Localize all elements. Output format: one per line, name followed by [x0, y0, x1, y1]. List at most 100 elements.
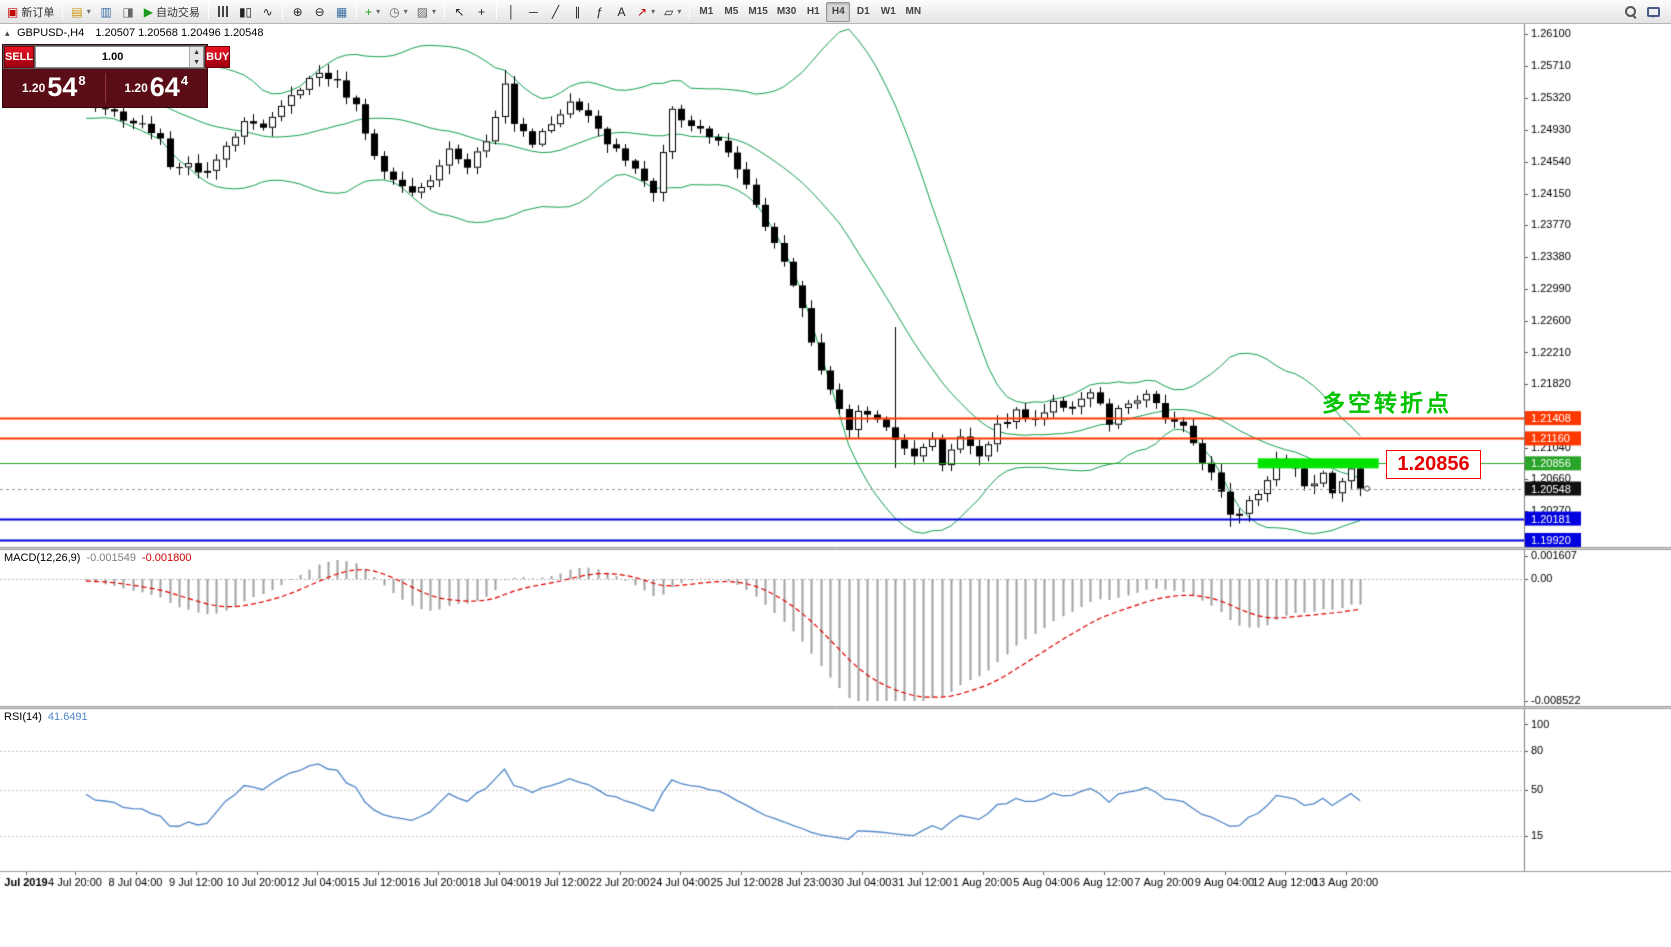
line-chart-icon: ∿: [262, 4, 273, 19]
one-click-toggle-icon[interactable]: ▴: [5, 28, 10, 38]
bar-chart-button[interactable]: [213, 2, 234, 22]
search-icon: [1624, 5, 1637, 18]
sell-price-pipette: 8: [78, 73, 86, 88]
profiles-button[interactable]: ▥: [96, 2, 117, 22]
vertical-line-button[interactable]: │: [501, 2, 522, 22]
add-indicator-button[interactable]: + ▾: [361, 2, 384, 22]
timeframe-m30[interactable]: M30: [773, 2, 800, 22]
timeframe-m5[interactable]: M5: [719, 2, 743, 22]
templates-button[interactable]: ▨ ▾: [413, 2, 440, 22]
templates-icon: ▨: [416, 4, 429, 19]
channel-icon: ∥: [574, 4, 581, 19]
text-tool-icon: A: [617, 4, 626, 19]
fibonacci-icon: ƒ: [596, 4, 603, 19]
sell-button[interactable]: SELL: [4, 46, 35, 68]
toolbar-separator: [444, 3, 446, 20]
timeframe-w1[interactable]: W1: [876, 2, 900, 22]
data-window-button[interactable]: ◨: [118, 2, 139, 22]
rsi-header: RSI(14) 41.6491: [4, 711, 88, 723]
autotrading-label: 自动交易: [155, 6, 200, 19]
arrow-tool-button[interactable]: ↗ ▾: [633, 2, 659, 22]
timeframe-mn[interactable]: MN: [901, 2, 925, 22]
dropdown-arrow-icon: ▾: [432, 7, 437, 16]
volume-up-button[interactable]: ▲: [193, 48, 201, 56]
autotrading-button[interactable]: ▶ 自动交易: [140, 2, 204, 22]
dropdown-arrow-icon: ▾: [403, 7, 408, 16]
line-chart-button[interactable]: ∿: [257, 2, 278, 22]
macd-label: MACD(12,26,9): [4, 552, 81, 564]
dropdown-arrow-icon: ▾: [677, 7, 682, 16]
tile-windows-button[interactable]: ▦: [331, 2, 352, 22]
text-tool-button[interactable]: A: [611, 2, 632, 22]
buy-button[interactable]: BUY: [205, 46, 231, 68]
vertical-line-icon: │: [507, 4, 516, 19]
trade-panel-prices: 1.20 54 8 1.20 64 4: [3, 69, 207, 107]
new-order-icon: ▣: [7, 4, 19, 19]
toolbar-separator: [282, 3, 284, 20]
volume-spinner: ▲ ▼: [189, 47, 204, 67]
clock-icon: ◷: [389, 4, 400, 19]
timeframe-h1[interactable]: H1: [801, 2, 825, 22]
macd-signal-value: -0.001800: [141, 552, 192, 564]
new-chart-button[interactable]: ▤ ▾: [67, 2, 94, 22]
toolbar-separator: [356, 3, 358, 20]
timeframe-d1[interactable]: D1: [851, 2, 875, 22]
sell-price[interactable]: 1.20 54 8: [3, 73, 105, 103]
candle-chart-button[interactable]: ▮▯: [235, 2, 256, 22]
symbol-info: GBPUSD-,H4 1.20507 1.20568 1.20496 1.205…: [17, 27, 264, 39]
macd-value: -0.001549: [86, 552, 136, 564]
profiles-icon: ▥: [100, 4, 112, 19]
sell-price-big: 54: [47, 72, 78, 103]
zoom-in-button[interactable]: ⊕: [287, 2, 308, 22]
crosshair-button[interactable]: +: [471, 2, 492, 22]
add-indicator-icon: +: [365, 4, 373, 19]
horizontal-line-icon: ─: [529, 4, 538, 19]
new-order-label: 新订单: [21, 6, 55, 19]
chat-button[interactable]: [1643, 2, 1664, 22]
horizontal-line-button[interactable]: ─: [523, 2, 544, 22]
buy-price[interactable]: 1.20 64 4: [106, 73, 208, 103]
channel-button[interactable]: ∥: [567, 2, 588, 22]
period-button[interactable]: ◷ ▾: [385, 2, 412, 22]
rsi-label: RSI(14): [4, 711, 42, 723]
buy-price-big: 64: [149, 72, 180, 103]
new-order-button[interactable]: ▣ 新订单: [3, 2, 58, 22]
toolbar-separator: [62, 3, 64, 20]
symbol-period-label: GBPUSD-,H4: [17, 27, 85, 39]
timeframe-m1[interactable]: M1: [694, 2, 718, 22]
search-button[interactable]: [1620, 2, 1641, 22]
timeframe-m15[interactable]: M15: [744, 2, 771, 22]
bar-chart-icon: [217, 6, 229, 17]
autotrading-play-icon: ▶: [143, 4, 153, 19]
trade-panel-divider: [104, 73, 106, 103]
volume-stepper[interactable]: ▲ ▼: [35, 46, 205, 68]
timeframe-h4[interactable]: H4: [826, 1, 851, 22]
buy-price-prefix: 1.20: [124, 81, 148, 95]
toolbar-separator: [689, 3, 691, 20]
zoom-out-button[interactable]: ⊖: [309, 2, 330, 22]
dropdown-arrow-icon: ▾: [376, 7, 381, 16]
shapes-button[interactable]: ▱ ▾: [660, 2, 685, 22]
buy-price-pipette: 4: [180, 73, 189, 88]
chat-icon: [1647, 6, 1660, 18]
arrow-tool-icon: ↗: [637, 4, 648, 19]
toolbar: ▣ 新订单 ▤ ▾ ▥ ◨ ▶ 自动交易 ▮▯ ∿ ⊕ ⊖ ▦ + ▾ ◷ ▾ ▨ ▾ …: [0, 0, 1671, 24]
macd-header: MACD(12,26,9) -0.001549 -0.001800: [4, 552, 192, 564]
toolbar-separator: [496, 3, 498, 20]
sell-price-prefix: 1.20: [21, 81, 46, 95]
trend-annotation[interactable]: 多空转折点: [1322, 390, 1452, 416]
cursor-button[interactable]: ↖: [449, 2, 470, 22]
tile-windows-icon: ▦: [335, 4, 348, 19]
trendline-button[interactable]: ╱: [545, 2, 566, 22]
price-level-label[interactable]: 1.20856: [1386, 450, 1481, 479]
volume-input[interactable]: [36, 47, 190, 67]
volume-down-button[interactable]: ▼: [193, 58, 201, 66]
trendline-icon: ╱: [551, 4, 560, 19]
rsi-value: 41.6491: [47, 711, 88, 723]
fibonacci-button[interactable]: ƒ: [589, 2, 610, 22]
shapes-icon: ▱: [664, 4, 674, 19]
crosshair-icon: +: [478, 4, 486, 19]
current-bar-ohlc: 1.20507 1.20568 1.20496 1.20548: [95, 27, 264, 39]
